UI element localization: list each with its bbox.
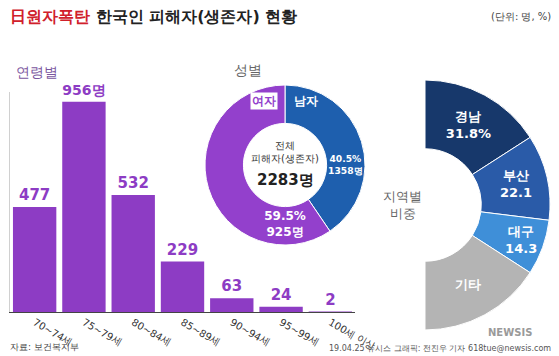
svg-text:85~89세: 85~89세 <box>179 317 222 348</box>
svg-text:24: 24 <box>271 286 292 304</box>
svg-text:여자: 여자 <box>252 94 276 108</box>
svg-text:NEWSIS: NEWSIS <box>488 327 532 338</box>
svg-text:229: 229 <box>167 241 198 259</box>
svg-text:남자: 남자 <box>294 94 318 108</box>
svg-text:70~74세: 70~74세 <box>31 317 74 348</box>
svg-text:40.5%1358명: 40.5%1358명 <box>328 154 362 176</box>
svg-text:100세 이상: 100세 이상 <box>327 317 378 353</box>
svg-text:(단위: 명, %): (단위: 명, %) <box>491 11 551 22</box>
svg-text:59.5%925명: 59.5%925명 <box>264 209 306 239</box>
svg-text:63: 63 <box>221 277 242 295</box>
svg-text:기타: 기타 <box>455 277 481 292</box>
svg-text:성별: 성별 <box>234 62 262 78</box>
svg-text:75~79세: 75~79세 <box>80 317 123 348</box>
svg-text:대구14.3: 대구14.3 <box>505 224 537 256</box>
svg-text:연령별: 연령별 <box>16 64 58 80</box>
svg-text:자료: 보건복지부: 자료: 보건복지부 <box>10 342 79 352</box>
svg-text:477: 477 <box>19 186 50 204</box>
svg-text:19.04.25 뉴시스 그래픽: 전진우 기자 618tu: 19.04.25 뉴시스 그래픽: 전진우 기자 618tue@newsis.c… <box>329 344 551 353</box>
svg-text:부산22.1: 부산22.1 <box>500 168 532 200</box>
svg-text:日원자폭탄 한국인 피해자(생존자) 현황: 日원자폭탄 한국인 피해자(생존자) 현황 <box>10 7 297 26</box>
svg-text:지역별비중: 지역별비중 <box>383 189 422 221</box>
svg-text:2: 2 <box>325 291 335 309</box>
svg-text:경남31.8%: 경남31.8% <box>446 109 491 141</box>
svg-text:956명: 956명 <box>62 82 105 98</box>
svg-text:95~99세: 95~99세 <box>278 317 321 348</box>
svg-text:2283명: 2283명 <box>257 171 314 189</box>
svg-text:90~94세: 90~94세 <box>228 317 271 348</box>
svg-text:532: 532 <box>118 174 149 192</box>
svg-text:전체피해자(생존자): 전체피해자(생존자) <box>251 140 319 164</box>
svg-text:80~84세: 80~84세 <box>130 317 173 348</box>
